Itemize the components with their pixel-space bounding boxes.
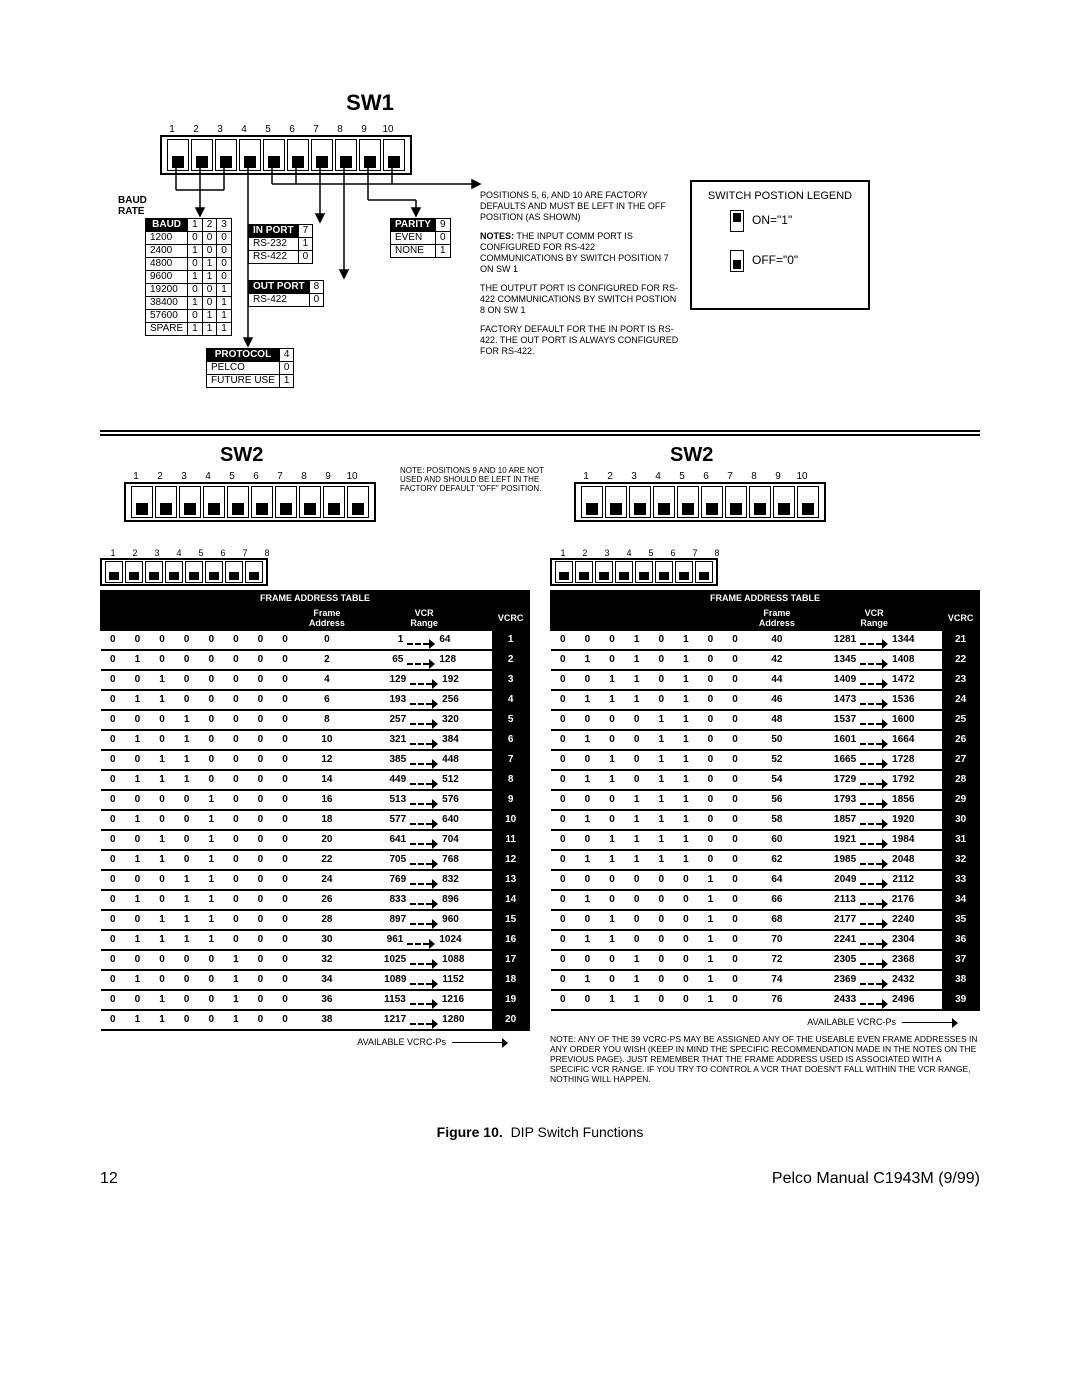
legend-off: OFF="0" <box>730 250 860 272</box>
baud-rate-table: BAUD123120000024001004800010960011019200… <box>145 218 232 336</box>
sw1-notes: POSITIONS 5, 6, AND 10 ARE FACTORY DEFAU… <box>480 190 680 365</box>
sw2-right-column: SW2 12345678910 12345678 FRAME ADDRESS T… <box>550 444 980 1084</box>
sw2-note-910: NOTE: POSITIONS 9 AND 10 ARE NOT USED AN… <box>400 466 550 493</box>
out-port-table: OUT PORT8RS-4220 <box>248 280 324 307</box>
sw2-title-left: SW2 <box>220 444 530 467</box>
sw1-title: SW1 <box>250 90 490 116</box>
manual-id: Pelco Manual C1943M (9/99) <box>772 1170 980 1188</box>
sw2-dip-right: 12345678910 <box>574 471 826 522</box>
divider <box>100 430 980 436</box>
sw1-note-factory: FACTORY DEFAULT FOR THE IN PORT IS RS-42… <box>480 324 680 357</box>
sw1-note-output: THE OUTPUT PORT IS CONFIGURED FOR RS-422… <box>480 283 680 316</box>
available-vcrc-left: AVAILABLE VCRC-Ps <box>100 1037 508 1048</box>
page-footer: 12 Pelco Manual C1943M (9/99) <box>100 1170 980 1208</box>
sw2-block: SW2 12345678910 NOTE: POSITIONS 9 AND 10… <box>100 444 980 1084</box>
switch-position-legend: SWITCH POSTION LEGEND ON="1" OFF="0" <box>690 180 870 310</box>
in-port-table: IN PORT7RS-2321RS-4220 <box>248 224 313 264</box>
sw2-bottom-note: NOTE: ANY OF THE 39 VCRC-PS MAY BE ASSIG… <box>550 1034 980 1084</box>
sw1-note-positions: POSITIONS 5, 6, AND 10 ARE FACTORY DEFAU… <box>480 190 680 223</box>
frame-address-table-right: FRAME ADDRESS TABLEFrameAddressVCRRangeV… <box>550 590 980 1011</box>
legend-title: SWITCH POSTION LEGEND <box>700 190 860 202</box>
sw2-title-right: SW2 <box>670 444 980 467</box>
sw1-note-input: NOTES: THE INPUT COMM PORT IS CONFIGURED… <box>480 231 680 275</box>
baud-rate-label: BAUDRATE <box>118 195 147 217</box>
sw2-dip-left: 12345678910 <box>124 471 376 522</box>
parity-table: PARITY9EVEN0NONE1 <box>390 218 451 258</box>
sw2-left-column: SW2 12345678910 NOTE: POSITIONS 9 AND 10… <box>100 444 530 1084</box>
page-number: 12 <box>100 1170 118 1188</box>
sw1-block: SW1 12345678910 <box>100 90 980 430</box>
figure-caption: Figure 10. DIP Switch Functions <box>100 1124 980 1140</box>
protocol-table: PROTOCOL4PELCO0FUTURE USE1 <box>206 348 294 388</box>
available-vcrc-right: AVAILABLE VCRC-Ps <box>550 1017 958 1028</box>
legend-on: ON="1" <box>730 210 860 232</box>
sw1-dip-switch: 12345678910 <box>160 124 412 175</box>
frame-address-table-left: FRAME ADDRESS TABLEFrameAddressVCRRangeV… <box>100 590 530 1031</box>
